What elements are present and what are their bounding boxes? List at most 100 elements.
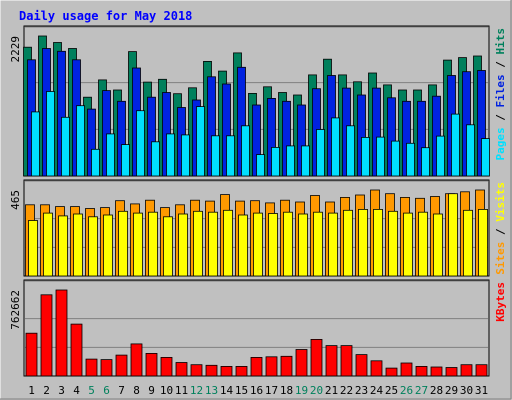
bar-pages-day-3: [61, 116, 70, 177]
bar-pages-day-8: [136, 110, 145, 177]
bar-kbytes-day-11: [175, 362, 188, 377]
bar-pages-day-4: [76, 105, 85, 177]
bar-sites-day-28: [433, 213, 443, 277]
bar-kbytes-day-18: [280, 355, 293, 377]
bar-sites-day-27: [418, 211, 428, 277]
bar-sites-day-7: [118, 210, 128, 277]
day-label-25: 25: [385, 384, 398, 397]
bar-sites-day-21: [328, 212, 338, 277]
y-max-label: 465: [9, 190, 22, 210]
bar-kbytes-day-20: [310, 338, 323, 377]
bar-kbytes-day-10: [160, 356, 173, 377]
panel-visits_sites: 465: [9, 179, 490, 277]
bar-kbytes-day-16: [250, 356, 263, 377]
bar-sites-day-17: [268, 213, 278, 277]
day-label-26: 26: [400, 384, 413, 397]
bar-kbytes-day-22: [340, 345, 353, 377]
bar-kbytes-day-14: [220, 365, 233, 377]
bar-pages-day-13: [211, 135, 220, 177]
bar-kbytes-day-3: [55, 289, 68, 377]
bar-sites-day-4: [73, 213, 83, 277]
bar-kbytes-day-27: [415, 365, 428, 377]
bar-kbytes-day-5: [85, 358, 98, 377]
bar-sites-day-15: [238, 214, 248, 277]
bar-sites-day-2: [43, 212, 53, 277]
day-label-12: 12: [190, 384, 203, 397]
day-label-22: 22: [340, 384, 353, 397]
right-label-part: Pages: [494, 127, 507, 160]
bar-kbytes-day-23: [355, 354, 368, 377]
series-kbytes: [25, 289, 488, 377]
bar-sites-day-31: [478, 208, 488, 277]
day-label-29: 29: [445, 384, 458, 397]
bar-pages-day-6: [106, 133, 115, 177]
bar-kbytes-day-15: [235, 365, 248, 377]
right-label-kbytes: KBytes: [494, 282, 507, 322]
bar-pages-day-12: [196, 106, 205, 177]
bar-pages-day-23: [361, 136, 370, 177]
right-label-hits_files_pages: Pages / Files / Hits: [494, 28, 507, 161]
bar-pages-day-11: [181, 134, 190, 177]
day-label-15: 15: [235, 384, 248, 397]
day-label-10: 10: [160, 384, 173, 397]
day-label-21: 21: [325, 384, 338, 397]
day-label-20: 20: [310, 384, 323, 397]
day-label-28: 28: [430, 384, 443, 397]
bar-sites-day-13: [208, 211, 218, 277]
bar-kbytes-day-8: [130, 343, 143, 377]
bar-pages-day-18: [286, 145, 295, 177]
day-label-5: 5: [88, 384, 95, 397]
bar-kbytes-day-25: [385, 367, 398, 377]
bar-kbytes-day-21: [325, 345, 338, 377]
right-label-part: /: [494, 108, 507, 128]
day-label-4: 4: [73, 384, 80, 397]
bar-sites-day-23: [358, 208, 368, 277]
bar-sites-day-18: [283, 211, 293, 277]
day-label-24: 24: [370, 384, 384, 397]
bar-kbytes-day-7: [115, 354, 128, 377]
day-label-17: 17: [265, 384, 278, 397]
bar-sites-day-16: [253, 212, 263, 277]
bar-sites-day-19: [298, 213, 308, 277]
day-label-13: 13: [205, 384, 218, 397]
bar-sites-day-25: [388, 210, 398, 277]
day-label-8: 8: [133, 384, 140, 397]
day-label-6: 6: [103, 384, 110, 397]
bar-sites-day-3: [58, 215, 68, 277]
bar-kbytes-day-31: [475, 364, 488, 377]
bar-kbytes-day-26: [400, 362, 413, 377]
day-label-27: 27: [415, 384, 428, 397]
bar-pages-day-28: [436, 135, 445, 177]
bar-pages-day-26: [406, 142, 415, 177]
bar-sites-day-22: [343, 209, 353, 277]
bar-pages-day-25: [391, 140, 400, 177]
panel-kbytes: 762662: [9, 279, 490, 377]
right-label-part: /: [494, 222, 507, 242]
bar-pages-day-29: [451, 113, 460, 177]
bar-pages-day-24: [376, 136, 385, 177]
bar-kbytes-day-24: [370, 360, 383, 377]
bar-sites-day-20: [313, 211, 323, 277]
panel-hits_files_pages: 2229: [9, 25, 490, 177]
right-label-part: Hits: [494, 28, 507, 55]
bar-kbytes-day-1: [25, 332, 38, 377]
day-label-14: 14: [220, 384, 234, 397]
bar-pages-day-21: [331, 117, 340, 177]
bar-pages-day-17: [271, 146, 280, 177]
day-label-11: 11: [175, 384, 188, 397]
bar-sites-day-26: [403, 212, 413, 277]
y-max-label: 2229: [9, 36, 22, 63]
bar-pages-day-22: [346, 125, 355, 177]
chart-panels: 2229 465 762662: [9, 25, 490, 377]
y-max-label: 762662: [9, 290, 22, 330]
bar-sites-day-5: [88, 216, 98, 277]
bar-sites-day-24: [373, 208, 383, 277]
bar-pages-day-19: [301, 145, 310, 177]
chart-title: Daily usage for May 2018: [19, 9, 192, 23]
bar-sites-day-14: [223, 209, 233, 277]
bar-sites-day-9: [148, 211, 158, 277]
bar-pages-day-14: [226, 135, 235, 177]
day-label-7: 7: [118, 384, 125, 397]
bar-pages-day-10: [166, 133, 175, 177]
day-label-16: 16: [250, 384, 263, 397]
